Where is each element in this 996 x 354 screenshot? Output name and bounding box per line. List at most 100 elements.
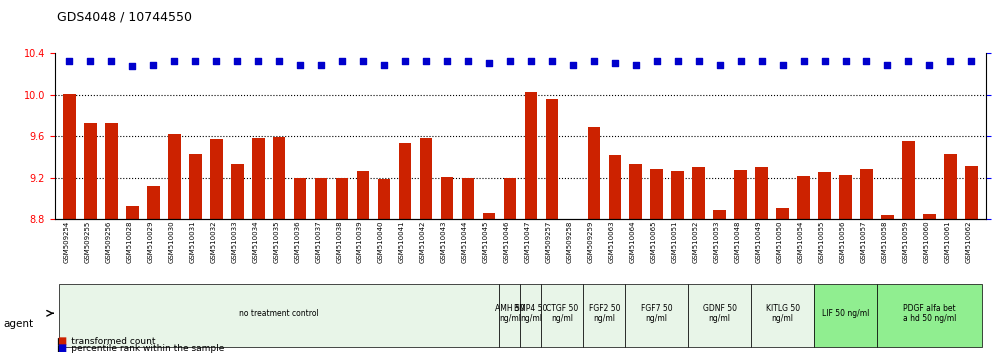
Text: GSM510051: GSM510051 <box>671 221 677 263</box>
Bar <box>462 178 474 219</box>
Point <box>187 58 203 64</box>
Point <box>460 58 476 64</box>
Text: GSM510049: GSM510049 <box>756 221 762 263</box>
Text: AMH 50
ng/ml: AMH 50 ng/ml <box>495 304 525 323</box>
FancyBboxPatch shape <box>521 284 542 347</box>
Text: FGF2 50
ng/ml: FGF2 50 ng/ml <box>589 304 621 323</box>
Text: CTGF 50
ng/ml: CTGF 50 ng/ml <box>546 304 579 323</box>
Text: KITLG 50
ng/ml: KITLG 50 ng/ml <box>766 304 800 323</box>
Bar <box>63 94 76 219</box>
Bar <box>671 171 684 219</box>
Point <box>921 62 937 68</box>
Text: GSM509258: GSM509258 <box>567 221 573 263</box>
Text: GSM510033: GSM510033 <box>231 221 237 263</box>
Point <box>544 58 560 64</box>
Point <box>439 58 455 64</box>
Bar <box>588 127 601 219</box>
Text: GSM510042: GSM510042 <box>420 221 426 263</box>
Text: GSM509254: GSM509254 <box>64 221 70 263</box>
Bar <box>147 186 159 219</box>
Text: GSM510055: GSM510055 <box>819 221 825 263</box>
Bar <box>923 214 935 219</box>
FancyBboxPatch shape <box>688 284 751 347</box>
Text: GSM510036: GSM510036 <box>294 221 300 263</box>
Point <box>418 58 434 64</box>
Bar <box>840 175 852 219</box>
Text: no treatment control: no treatment control <box>239 309 319 318</box>
FancyBboxPatch shape <box>876 284 982 347</box>
Bar <box>755 167 768 219</box>
Point <box>250 58 266 64</box>
Point <box>942 58 958 64</box>
Text: GSM510030: GSM510030 <box>168 221 174 263</box>
Text: GSM510048: GSM510048 <box>735 221 741 263</box>
Point <box>271 58 287 64</box>
Bar <box>609 155 622 219</box>
Bar <box>944 154 957 219</box>
Text: GSM510058: GSM510058 <box>881 221 887 263</box>
Point <box>627 62 643 68</box>
FancyBboxPatch shape <box>584 284 625 347</box>
Point <box>502 58 518 64</box>
Bar <box>734 170 747 219</box>
Bar <box>210 139 222 219</box>
Point <box>208 58 224 64</box>
Bar <box>629 164 642 219</box>
Text: BMP4 50
ng/ml: BMP4 50 ng/ml <box>514 304 548 323</box>
Text: GSM510060: GSM510060 <box>923 221 929 263</box>
Bar <box>902 142 914 219</box>
Text: ■: ■ <box>57 336 66 346</box>
Point <box>335 58 351 64</box>
Point <box>775 62 791 68</box>
Text: GSM510062: GSM510062 <box>965 221 971 263</box>
Bar <box>336 178 349 219</box>
Point <box>859 58 874 64</box>
Text: GSM510052: GSM510052 <box>692 221 698 263</box>
Point <box>669 58 685 64</box>
Text: GSM510034: GSM510034 <box>252 221 258 263</box>
Bar <box>546 99 558 219</box>
Text: GSM510063: GSM510063 <box>609 221 615 263</box>
Text: GSM510053: GSM510053 <box>714 221 720 263</box>
Text: GSM510037: GSM510037 <box>315 221 321 263</box>
Bar <box>567 219 579 225</box>
Text: GSM510064: GSM510064 <box>629 221 635 263</box>
Point <box>166 58 182 64</box>
Point <box>879 62 895 68</box>
Point <box>145 62 161 68</box>
Text: GSM509257: GSM509257 <box>546 221 552 263</box>
FancyBboxPatch shape <box>625 284 688 347</box>
FancyBboxPatch shape <box>751 284 814 347</box>
Point <box>754 58 770 64</box>
Point <box>607 60 622 66</box>
Point <box>124 64 140 69</box>
Text: FGF7 50
ng/ml: FGF7 50 ng/ml <box>641 304 672 323</box>
Text: GSM510061: GSM510061 <box>944 221 950 263</box>
Bar <box>650 169 663 219</box>
Point <box>397 58 413 64</box>
Bar <box>126 206 138 219</box>
Bar <box>189 154 201 219</box>
Text: GSM509259: GSM509259 <box>588 221 594 263</box>
Point <box>963 58 979 64</box>
Bar <box>440 177 453 219</box>
Text: GSM510054: GSM510054 <box>798 221 804 263</box>
Text: GSM510043: GSM510043 <box>441 221 447 263</box>
Text: GSM510056: GSM510056 <box>840 221 846 263</box>
Point <box>900 58 916 64</box>
Text: GDNF 50
ng/ml: GDNF 50 ng/ml <box>702 304 737 323</box>
Point <box>292 62 308 68</box>
Point <box>712 62 728 68</box>
Bar <box>398 143 411 219</box>
Bar <box>377 179 390 219</box>
Text: ■: ■ <box>57 343 66 353</box>
Point <box>313 62 329 68</box>
Bar <box>231 164 244 219</box>
Text: GSM510057: GSM510057 <box>861 221 867 263</box>
Text: GSM510059: GSM510059 <box>902 221 908 263</box>
Bar <box>881 215 893 219</box>
Bar <box>692 167 705 219</box>
Text: ■  percentile rank within the sample: ■ percentile rank within the sample <box>57 344 224 353</box>
Text: GSM510035: GSM510035 <box>273 221 279 263</box>
Point <box>565 62 581 68</box>
